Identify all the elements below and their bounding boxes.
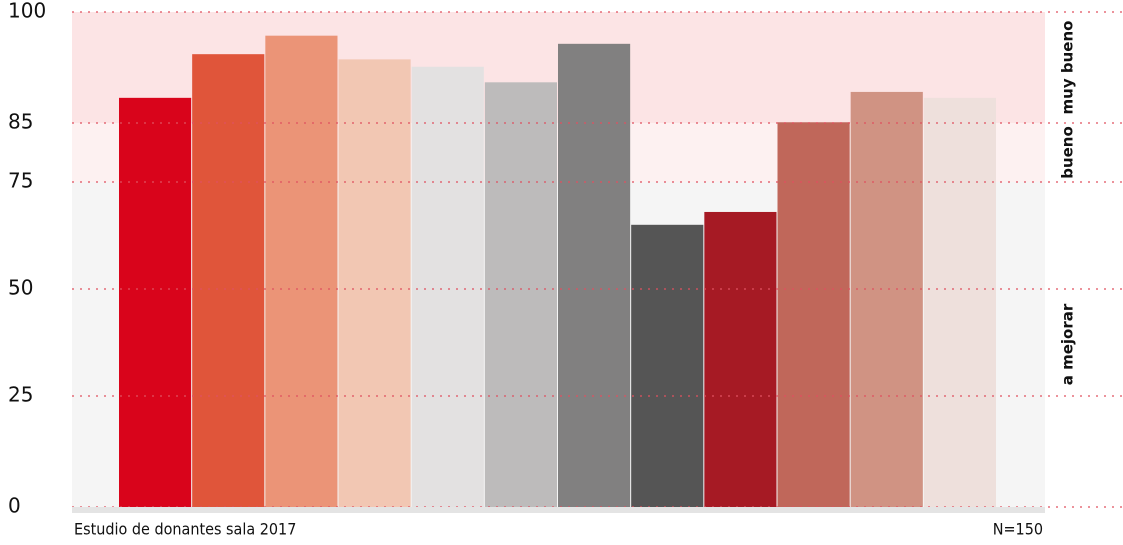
- y-tick-label: 85: [8, 110, 33, 134]
- bar: [631, 224, 704, 508]
- bar: [484, 82, 557, 508]
- y-tick-label: 50: [8, 276, 33, 300]
- bar: [265, 35, 338, 508]
- bar: [119, 97, 192, 507]
- band-label: bueno: [1059, 126, 1077, 179]
- bar: [923, 97, 996, 507]
- bar: [558, 43, 631, 507]
- bar: [850, 91, 923, 508]
- bar: [777, 122, 850, 507]
- footnote-right: N=150: [993, 520, 1043, 539]
- grid: 0 25 50 75 85 100: [8, 0, 1123, 518]
- bar: [192, 54, 265, 508]
- y-tick-label: 75: [8, 169, 33, 193]
- y-tick-label: 0: [8, 494, 21, 518]
- band-label: a mejorar: [1059, 303, 1077, 385]
- y-tick-label: 100: [8, 0, 46, 23]
- y-tick-label: 25: [8, 383, 33, 407]
- baseline-shadow: [72, 507, 1045, 513]
- bar: [411, 66, 484, 507]
- bar: [338, 59, 411, 508]
- bar: [704, 211, 777, 507]
- band-label: muy bueno: [1059, 21, 1077, 115]
- bars: [119, 35, 996, 508]
- footnote-left: Estudio de donantes sala 2017: [74, 520, 296, 539]
